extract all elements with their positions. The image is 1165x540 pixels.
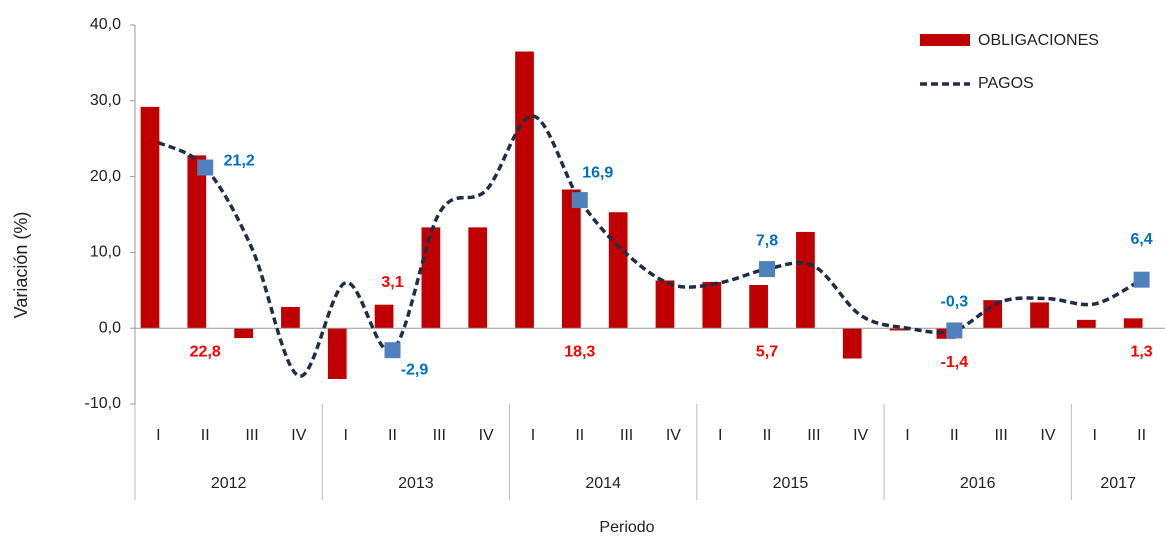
pagos-marker	[946, 322, 963, 339]
bar	[561, 189, 581, 329]
bar	[936, 328, 956, 339]
x-group-label: 2013	[398, 475, 434, 492]
x-group-label: 2015	[773, 475, 809, 492]
bar-label: 5,7	[756, 343, 778, 360]
bar	[842, 328, 862, 359]
x-tick-label: II	[763, 427, 772, 444]
bar	[983, 300, 1003, 329]
x-tick-label: IV	[1040, 427, 1055, 444]
bar	[655, 280, 675, 329]
bar	[702, 281, 722, 329]
bar	[796, 231, 815, 329]
y-axis-label: Variación (%)	[11, 212, 31, 319]
y-tick-label: 20,0	[90, 168, 121, 185]
pagos-marker	[759, 261, 776, 278]
pagos-marker	[384, 342, 401, 359]
legend-label: PAGOS	[978, 75, 1034, 92]
bar-label: 1,3	[1130, 343, 1152, 360]
x-tick-label: I	[1093, 427, 1097, 444]
bar	[187, 155, 207, 329]
bar	[374, 304, 394, 329]
pagos-marker	[197, 159, 214, 176]
bar	[1030, 302, 1049, 329]
pagos-label: 6,4	[1130, 231, 1152, 248]
x-tick-label: III	[994, 427, 1007, 444]
y-tick-label: 0,0	[99, 319, 121, 336]
bar	[1123, 318, 1143, 329]
x-tick-label: III	[620, 427, 633, 444]
bar	[140, 106, 160, 329]
pagos-label: 21,2	[224, 153, 255, 170]
pagos-marker	[571, 192, 588, 209]
x-tick-label: IV	[479, 427, 494, 444]
x-tick-label: III	[433, 427, 446, 444]
x-tick-label: III	[807, 427, 820, 444]
pagos-label: -0,3	[941, 294, 969, 311]
y-tick-label: 30,0	[90, 92, 121, 109]
legend-swatch	[920, 34, 970, 46]
bar-label: 18,3	[564, 343, 595, 360]
x-tick-label: II	[1137, 427, 1146, 444]
x-tick-label: II	[201, 427, 210, 444]
bar	[234, 328, 253, 339]
x-tick-label: I	[343, 427, 347, 444]
x-tick-label: I	[718, 427, 722, 444]
bar-label: 3,1	[381, 274, 403, 291]
x-group-label: 2014	[585, 475, 621, 492]
x-tick-label: III	[245, 427, 258, 444]
x-tick-label: IV	[666, 427, 681, 444]
pagos-label: 16,9	[582, 164, 613, 181]
x-tick-label: I	[531, 427, 535, 444]
y-tick-label: 10,0	[90, 244, 121, 261]
y-tick-label: -10,0	[85, 395, 122, 412]
bar-label: 22,8	[190, 343, 221, 360]
x-tick-label: IV	[853, 427, 868, 444]
x-tick-label: I	[156, 427, 160, 444]
bar	[468, 227, 488, 329]
bar	[421, 227, 441, 329]
x-tick-label: IV	[291, 427, 306, 444]
pagos-label: -2,9	[401, 361, 429, 378]
x-group-label: 2017	[1100, 475, 1136, 492]
x-group-label: 2012	[211, 475, 247, 492]
x-axis-label: Periodo	[599, 519, 654, 536]
x-tick-label: II	[950, 427, 959, 444]
bar	[281, 306, 300, 329]
x-tick-label: II	[575, 427, 584, 444]
bar	[608, 212, 628, 329]
bar-label: -1,4	[941, 354, 969, 371]
x-group-label: 2016	[960, 475, 996, 492]
bar	[749, 284, 768, 329]
x-tick-label: II	[388, 427, 397, 444]
pagos-label: 7,8	[756, 232, 778, 249]
bar	[327, 328, 347, 379]
bar	[1076, 319, 1096, 329]
bar	[515, 51, 534, 329]
pagos-line	[157, 114, 1143, 378]
bar	[889, 328, 909, 331]
legend-label: OBLIGACIONES	[978, 32, 1099, 49]
y-tick-label: 40,0	[90, 16, 121, 33]
x-tick-label: I	[905, 427, 909, 444]
pagos-marker	[1133, 271, 1150, 288]
